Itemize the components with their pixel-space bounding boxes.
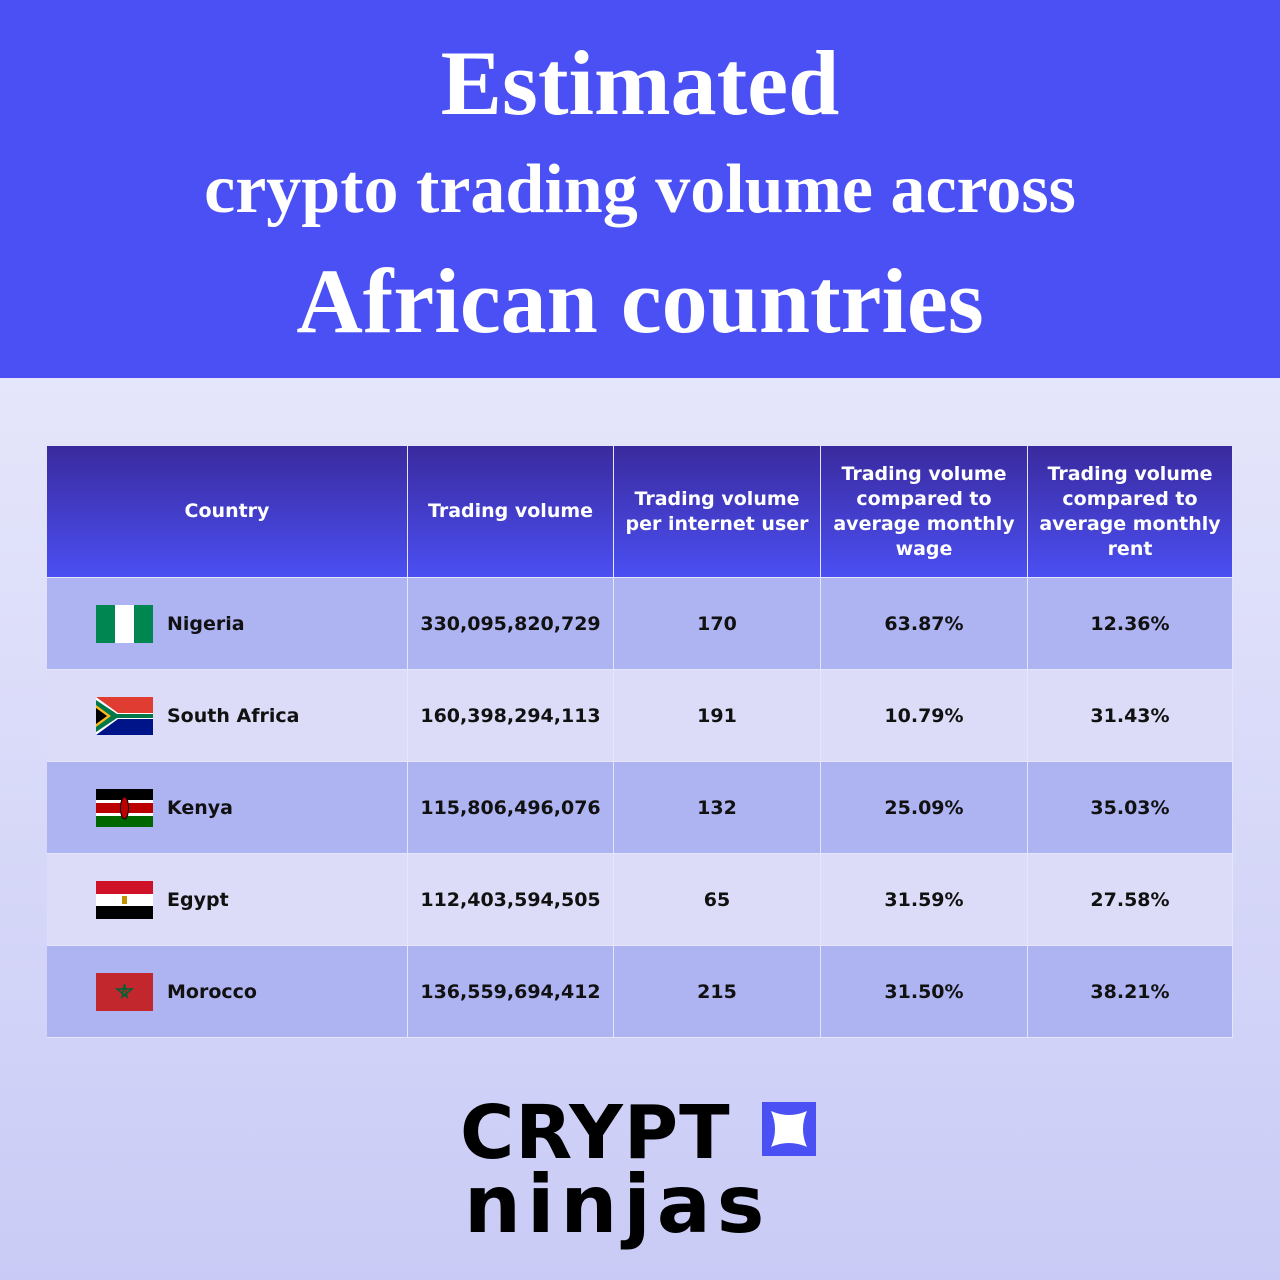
table-cell: 31.50%: [821, 946, 1028, 1038]
table-cell: South Africa: [47, 670, 408, 762]
flag: [96, 696, 153, 735]
country-name: Morocco: [167, 980, 257, 1003]
cell-value: 31.59%: [884, 888, 964, 911]
flag: [96, 788, 153, 827]
table-cell: 330,095,820,729: [408, 578, 614, 670]
header-cell: Trading volume compared to average month…: [1028, 446, 1233, 578]
cell-value: 63.87%: [884, 612, 964, 635]
table-cell: 31.43%: [1028, 670, 1233, 762]
table-cell: 63.87%: [821, 578, 1028, 670]
cell-value: 160,398,294,113: [420, 704, 601, 727]
table-cell: 31.59%: [821, 854, 1028, 946]
logo-icon: [762, 1102, 816, 1156]
table-cell: 38.21%: [1028, 946, 1233, 1038]
cell-value: 25.09%: [884, 796, 964, 819]
header-cell: Trading volume compared to average month…: [821, 446, 1028, 578]
table-cell: 215: [614, 946, 821, 1038]
table-cell: 25.09%: [821, 762, 1028, 854]
table-cell: 27.58%: [1028, 854, 1233, 946]
table-cell: 12.36%: [1028, 578, 1233, 670]
logo: CRYPT ninjas: [460, 1090, 820, 1251]
cell-value: 136,559,694,412: [420, 980, 601, 1003]
cell-value: 112,403,594,505: [420, 888, 601, 911]
logo-text: CRYPT: [460, 1090, 731, 1176]
country-name: Kenya: [167, 796, 234, 819]
cell-value: 31.50%: [884, 980, 964, 1003]
column-header: Trading volume per internet user: [625, 487, 809, 535]
cell-value: 191: [697, 704, 737, 727]
table-cell: 170: [614, 578, 821, 670]
table-cell: 10.79%: [821, 670, 1028, 762]
header: Estimated crypto trading volume across A…: [0, 0, 1280, 378]
column-header: Trading volume compared to average month…: [1039, 462, 1221, 560]
table-cell: Egypt: [47, 854, 408, 946]
title-line: crypto trading volume across: [204, 151, 1076, 228]
cell-value: 10.79%: [884, 704, 964, 727]
header-cell: Trading volume: [408, 446, 614, 578]
flag: [96, 972, 153, 1011]
country-name: Nigeria: [167, 612, 245, 635]
country-name: South Africa: [167, 704, 300, 727]
table-cell: Nigeria: [47, 578, 408, 670]
flag: [96, 604, 153, 643]
cell-value: 330,095,820,729: [420, 612, 601, 635]
flag: [96, 880, 153, 919]
logo-text: ninjas: [464, 1158, 771, 1251]
cell-value: 38.21%: [1090, 980, 1170, 1003]
table-cell: 65: [614, 854, 821, 946]
table-cell: 191: [614, 670, 821, 762]
table-cell: Kenya: [47, 762, 408, 854]
cell-value: 31.43%: [1090, 704, 1170, 727]
cell-value: 35.03%: [1090, 796, 1170, 819]
table-cell: 132: [614, 762, 821, 854]
table: Country Trading volume Trading volume per …: [47, 446, 1233, 1038]
table-cell: 35.03%: [1028, 762, 1233, 854]
cell-value: 65: [703, 888, 731, 911]
table-cell: 160,398,294,113: [408, 670, 614, 762]
column-header: Trading volume: [427, 500, 594, 522]
cell-value: 215: [697, 980, 737, 1003]
table-cell: 115,806,496,076: [408, 762, 614, 854]
table-cell: Morocco: [47, 946, 408, 1038]
cell-value: 132: [697, 796, 737, 819]
title-line: African countries: [296, 250, 984, 352]
title-line: Estimated: [440, 32, 840, 134]
column-header: Trading volume compared to average month…: [833, 462, 1015, 560]
column-header: Country: [184, 500, 270, 522]
header-cell: Country: [47, 446, 408, 578]
header-cell: Trading volume per internet user: [614, 446, 821, 578]
cell-value: 170: [697, 612, 737, 635]
cell-value: 115,806,496,076: [420, 796, 601, 819]
cell-value: 27.58%: [1090, 888, 1170, 911]
cell-value: 12.36%: [1090, 612, 1170, 635]
table-cell: 136,559,694,412: [408, 946, 614, 1038]
table-cell: 112,403,594,505: [408, 854, 614, 946]
country-name: Egypt: [167, 888, 229, 911]
